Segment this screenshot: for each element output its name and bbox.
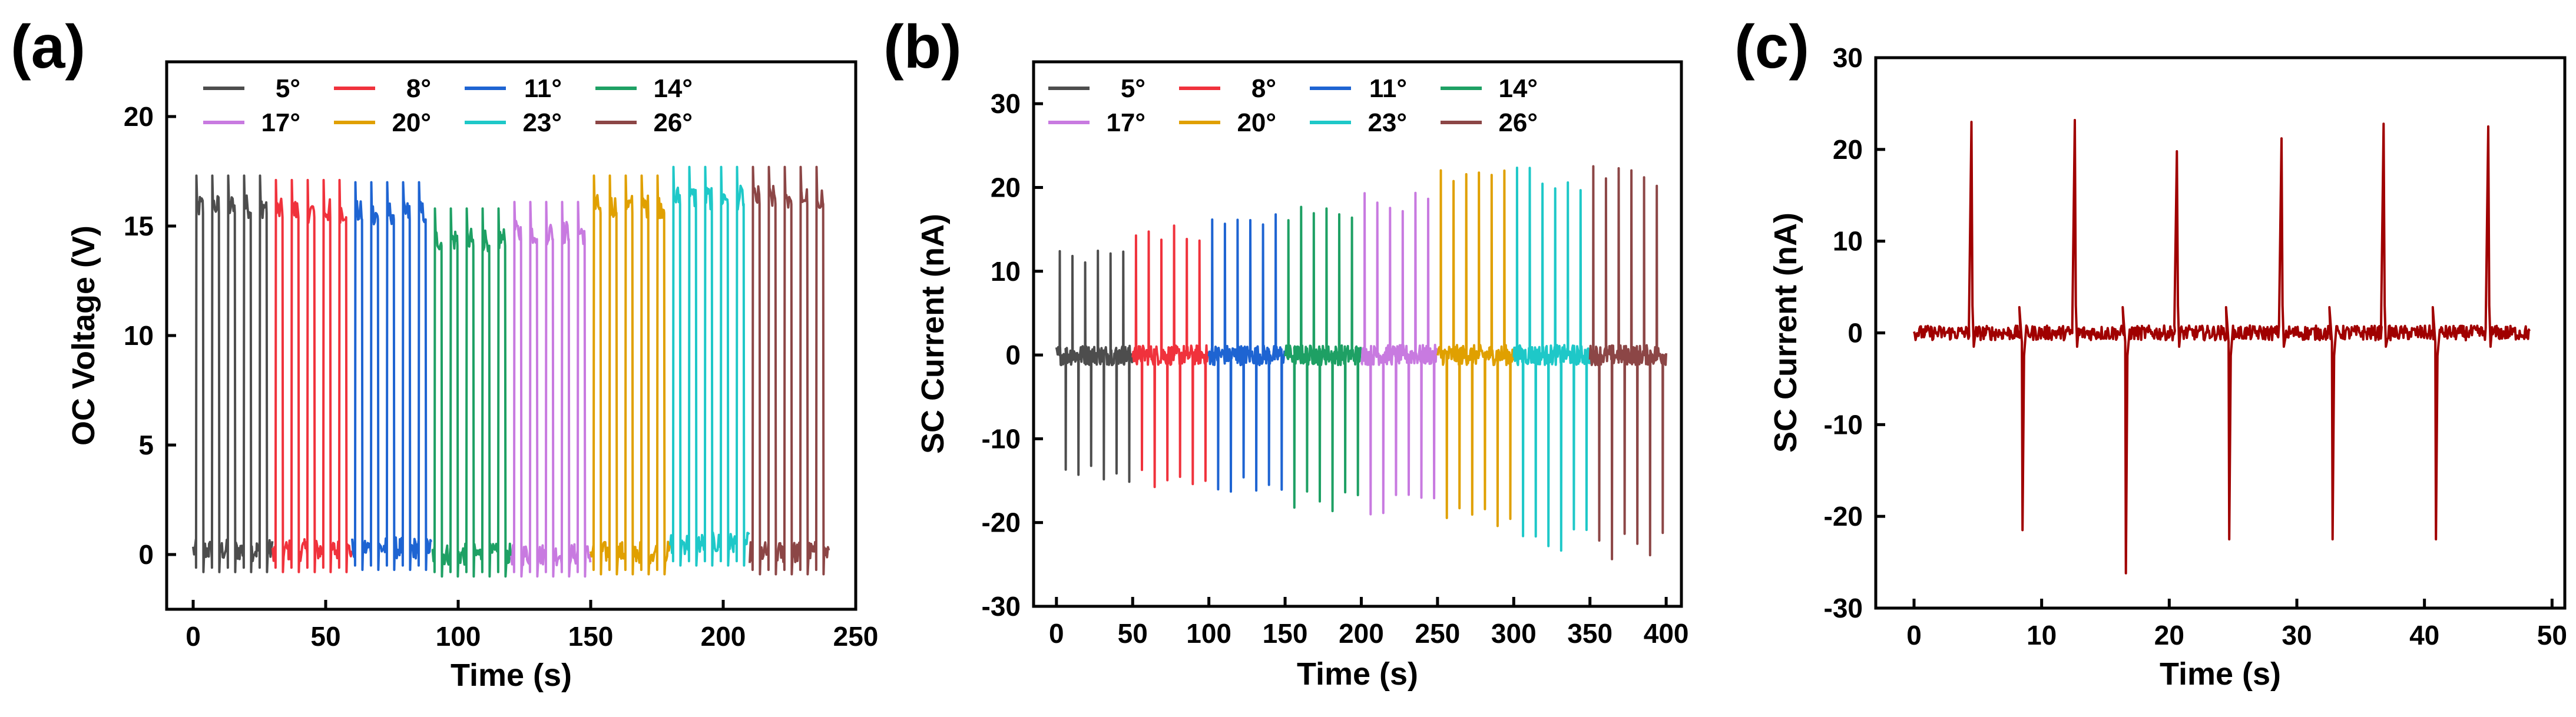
panel-b-ylabel: SC Current (nA) bbox=[915, 214, 951, 454]
panel-label-b: (b) bbox=[883, 13, 962, 81]
panel-a-series-line bbox=[192, 174, 274, 573]
panel-c-traces bbox=[1913, 119, 2531, 575]
panel-a-xlabel: Time (s) bbox=[451, 658, 572, 693]
panel-c-xlabel: Time (s) bbox=[2160, 656, 2281, 692]
panel-b-series-line bbox=[1436, 169, 1515, 527]
panel-c-ytick-label: 10 bbox=[1833, 226, 1863, 257]
panel-c-series-line bbox=[1913, 119, 2531, 575]
panel-a-series-line bbox=[351, 181, 433, 571]
panel-a-xtick-label: 250 bbox=[833, 621, 879, 652]
panel-a-legend-label: 5° bbox=[276, 74, 300, 103]
panel-c-ytick-label: -30 bbox=[1824, 593, 1863, 623]
panel-b-legend: 5° 8° 11° 14° 17° 20° 23° 26° bbox=[1048, 74, 1538, 137]
panel-b-legend-label: 14° bbox=[1498, 74, 1538, 103]
panel-c-ytick-label: 30 bbox=[1833, 42, 1863, 73]
panel-c-ticks: 0 10 20 30 40 50 -30 -20 -10 0 10 20 30 bbox=[1824, 42, 2567, 650]
panel-b-series-line bbox=[1131, 224, 1210, 489]
panel-a-legend: 5° 8° 11° 14° 17° 20° 23° 26° bbox=[203, 74, 693, 137]
panel-a-series-line bbox=[590, 174, 671, 576]
panel-b-ytick-label: 0 bbox=[1005, 340, 1021, 370]
panel-b-ytick-label: 10 bbox=[991, 256, 1021, 287]
panel-a-ylabel: OC Voltage (V) bbox=[66, 225, 101, 446]
panel-b-series-line bbox=[1360, 191, 1438, 516]
panel-c-xtick-label: 40 bbox=[2409, 620, 2439, 650]
panel-a-legend-label: 20° bbox=[392, 108, 431, 137]
panel-a-legend-label: 26° bbox=[653, 108, 693, 137]
panel-b-series-line bbox=[1207, 213, 1286, 493]
panel-c: (c) 0 10 20 30 40 50 -30 -20 -10 0 10 20 30 Time (s)… bbox=[1734, 13, 2567, 692]
panel-c-ytick-label: -10 bbox=[1824, 409, 1863, 440]
panel-c-ytick-label: 0 bbox=[1847, 318, 1863, 348]
panel-c-ytick-label: 20 bbox=[1833, 134, 1863, 165]
panel-a-ytick-label: 20 bbox=[124, 101, 154, 132]
panel-c-xtick-label: 0 bbox=[1906, 620, 1922, 650]
panel-a-legend-label: 8° bbox=[406, 74, 431, 103]
panel-b-legend-label: 17° bbox=[1106, 108, 1145, 137]
panel-b-ytick-label: -20 bbox=[982, 507, 1021, 538]
panel-b-legend-label: 11° bbox=[1369, 74, 1407, 103]
panel-a: (a) 0 50 100 150 200 250 0 5 10 15 20 Time (s) OC … bbox=[11, 13, 878, 693]
panel-b-legend-label: 5° bbox=[1121, 74, 1145, 103]
panel-a-series-line bbox=[271, 178, 353, 573]
panel-b-frame bbox=[1032, 60, 1683, 608]
panel-b-legend-label: 8° bbox=[1251, 74, 1276, 103]
panel-c-ylabel: SC Current (nA) bbox=[1768, 213, 1803, 453]
panel-b-traces bbox=[1055, 165, 1668, 560]
panel-b-series-line bbox=[1588, 165, 1668, 560]
panel-a-ticks: 0 50 100 150 200 250 0 5 10 15 20 bbox=[124, 101, 879, 652]
panel-a-xtick-label: 100 bbox=[436, 621, 481, 652]
panel-b: (b) 0 50 100 150 200 250 300 350 400 -30 -20 -10 0 10… bbox=[883, 13, 1688, 692]
panel-b-ytick-label: 30 bbox=[991, 88, 1021, 119]
panel-b-ytick-label: 20 bbox=[991, 172, 1021, 203]
panel-a-series-line bbox=[669, 165, 750, 567]
panel-a-series-line bbox=[431, 207, 512, 578]
panel-a-xtick-label: 50 bbox=[310, 621, 340, 652]
panel-b-legend-label: 20° bbox=[1237, 108, 1276, 137]
panel-b-xtick-label: 300 bbox=[1491, 618, 1537, 649]
panel-c-xtick-label: 10 bbox=[2027, 620, 2057, 650]
panel-b-xlabel: Time (s) bbox=[1297, 656, 1418, 692]
panel-b-legend-label: 23° bbox=[1368, 108, 1407, 137]
panel-b-xtick-label: 350 bbox=[1567, 618, 1613, 649]
panel-b-xtick-label: 50 bbox=[1118, 618, 1148, 649]
panel-b-xtick-label: 0 bbox=[1049, 618, 1064, 649]
panel-b-series-line bbox=[1284, 205, 1362, 513]
panel-a-legend-label: 17° bbox=[261, 108, 300, 137]
panel-b-xtick-label: 200 bbox=[1339, 618, 1384, 649]
panel-b-ytick-label: -10 bbox=[982, 423, 1021, 454]
panel-b-legend-label: 26° bbox=[1498, 108, 1538, 137]
panel-a-series-line bbox=[510, 201, 592, 578]
panel-b-xtick-label: 250 bbox=[1415, 618, 1461, 649]
panel-a-legend-label: 23° bbox=[522, 108, 562, 137]
panel-b-xtick-label: 400 bbox=[1644, 618, 1689, 649]
panel-b-xtick-label: 100 bbox=[1186, 618, 1231, 649]
panel-b-ytick-label: -30 bbox=[982, 591, 1021, 622]
panel-b-series-line bbox=[1512, 167, 1591, 552]
panel-a-xtick-label: 0 bbox=[186, 621, 201, 652]
panel-a-xtick-label: 200 bbox=[701, 621, 746, 652]
panel-c-xtick-label: 50 bbox=[2537, 620, 2567, 650]
panel-c-xtick-label: 20 bbox=[2154, 620, 2184, 650]
panel-a-legend-label: 11° bbox=[524, 74, 562, 103]
panel-label-c: (c) bbox=[1734, 13, 1809, 81]
panel-a-legend-label: 14° bbox=[653, 74, 693, 103]
panel-c-xtick-label: 30 bbox=[2282, 620, 2312, 650]
panel-b-ticks: 0 50 100 150 200 250 300 350 400 -30 -20 -10 0 10 20 30 bbox=[982, 88, 1689, 649]
panel-a-ytick-label: 15 bbox=[124, 211, 154, 241]
panel-label-a: (a) bbox=[11, 13, 85, 81]
panel-c-ytick-label: -20 bbox=[1824, 501, 1863, 532]
panel-a-series-line bbox=[749, 165, 830, 576]
panel-b-xtick-label: 150 bbox=[1263, 618, 1308, 649]
panel-a-ytick-label: 0 bbox=[138, 539, 154, 570]
panel-a-ytick-label: 10 bbox=[124, 320, 154, 351]
panel-a-ytick-label: 5 bbox=[138, 430, 154, 460]
panel-a-xtick-label: 150 bbox=[568, 621, 614, 652]
panel-a-traces bbox=[192, 165, 830, 578]
panel-b-series-line bbox=[1055, 250, 1134, 483]
